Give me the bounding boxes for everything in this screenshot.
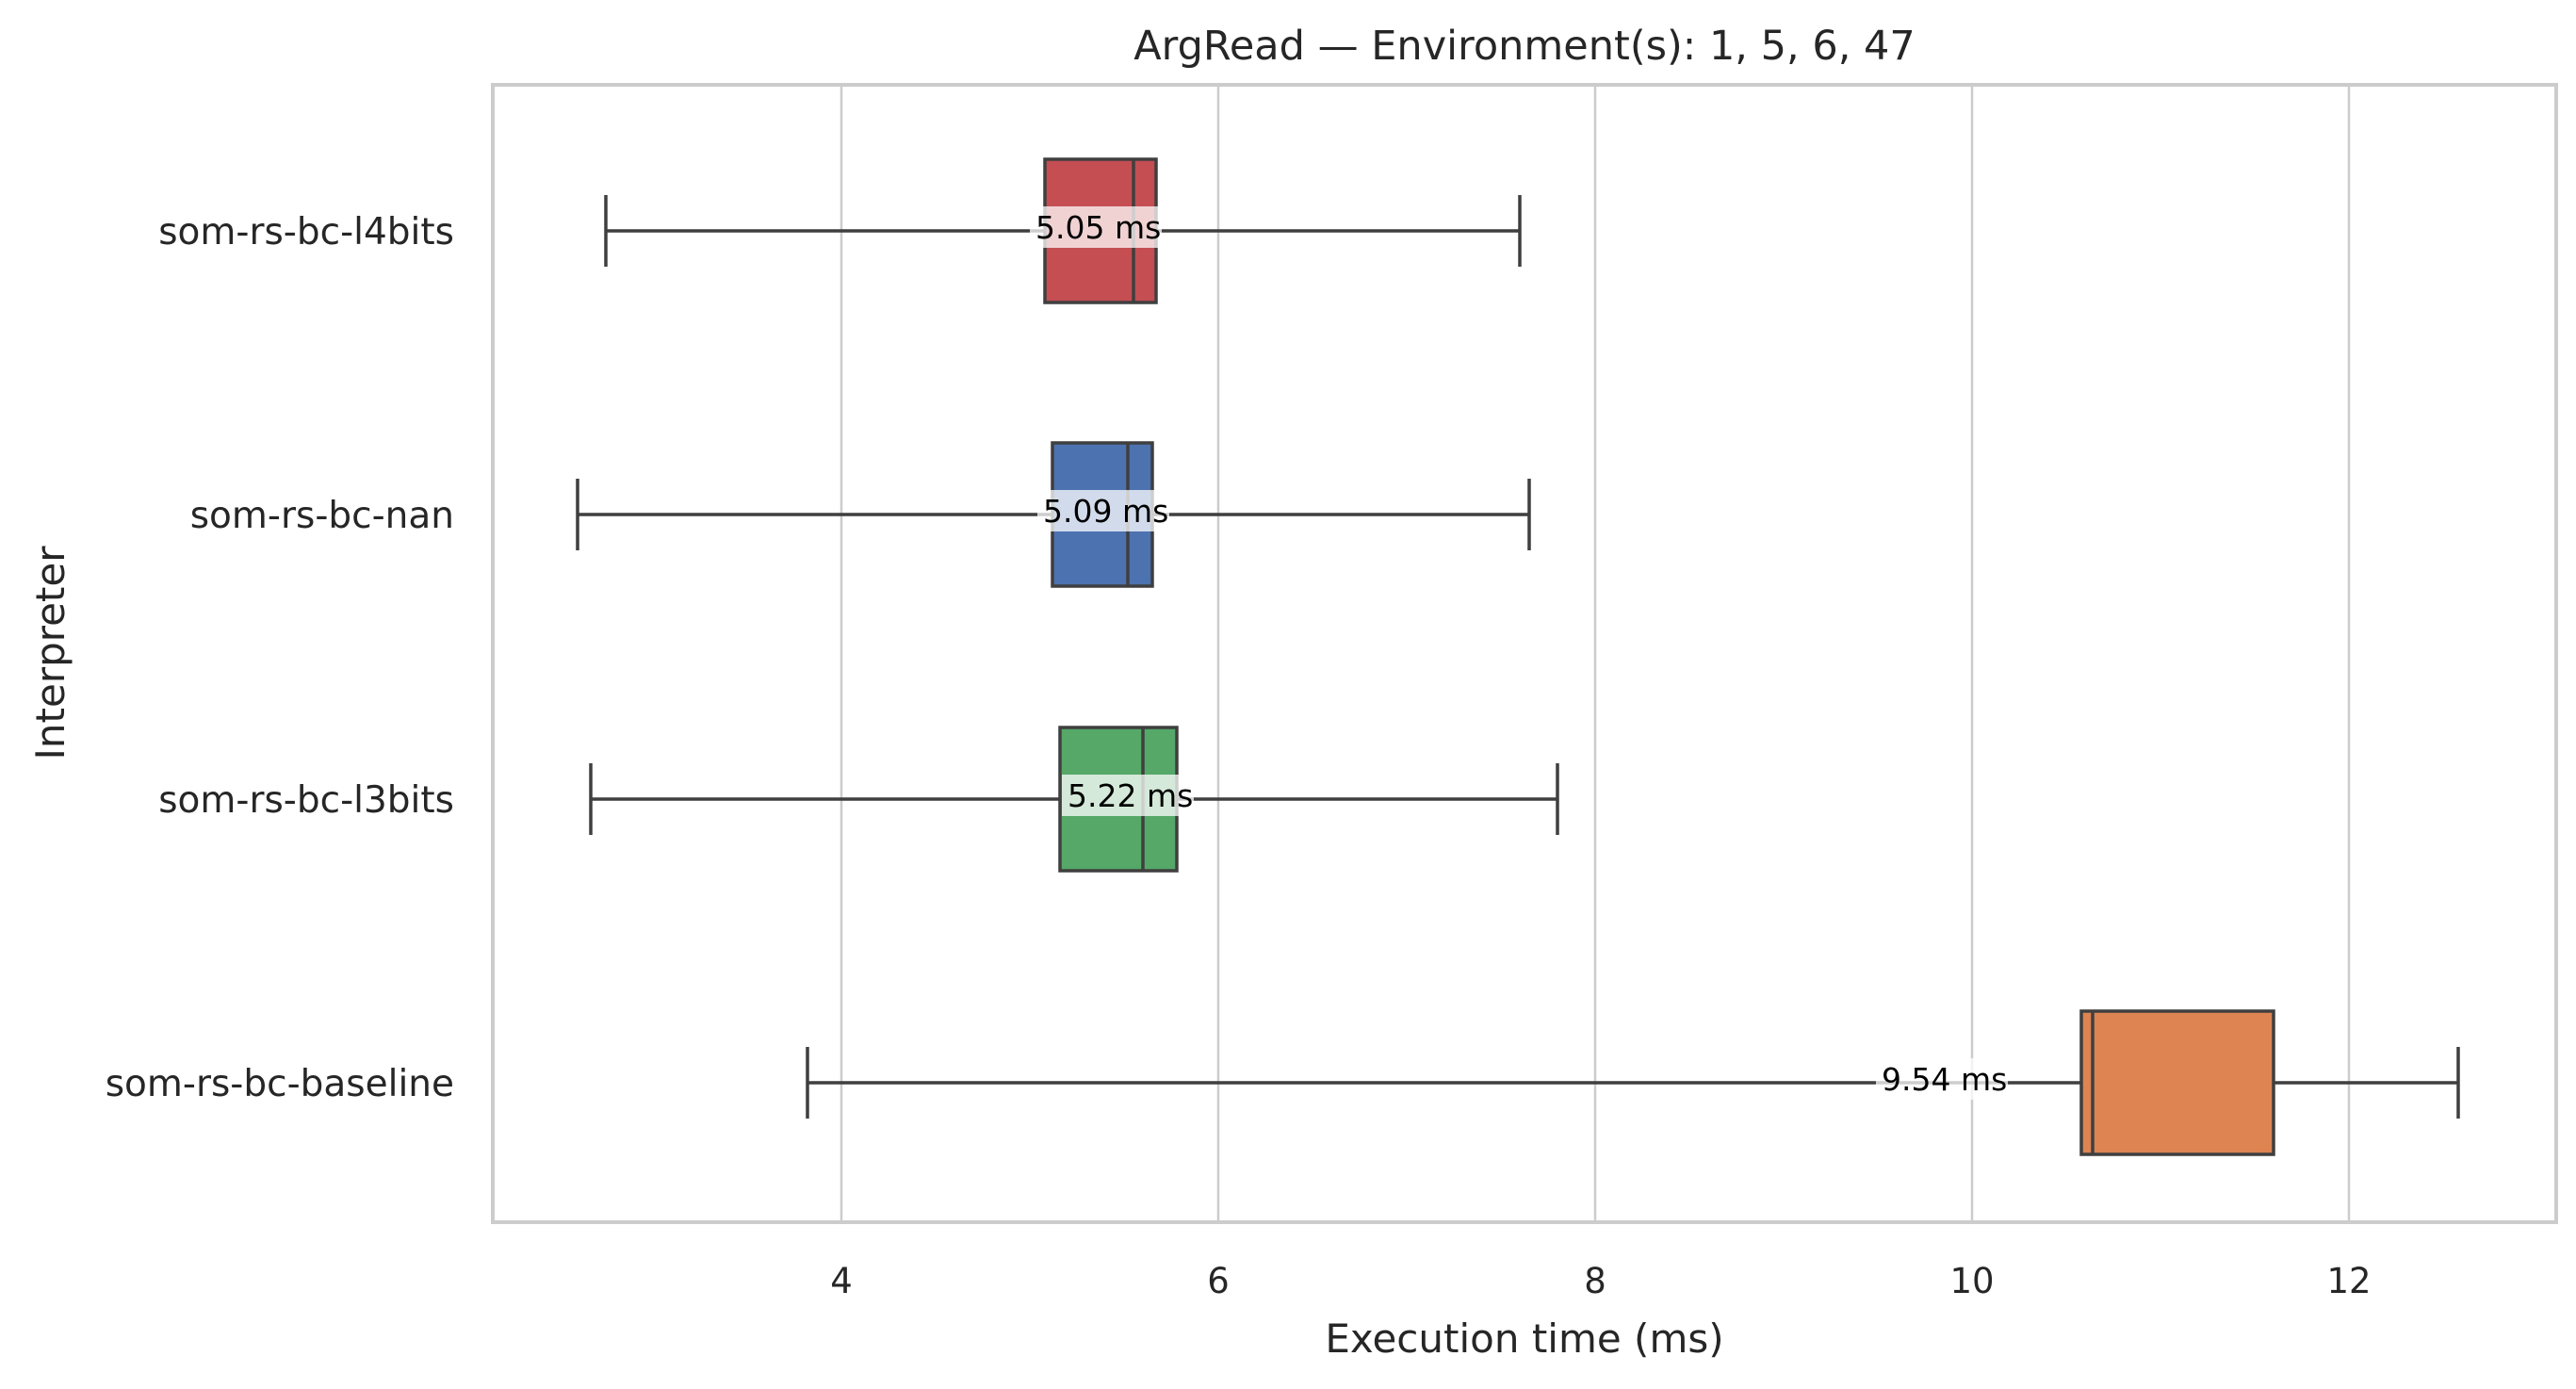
box-plots: 5.05 ms 5.09 ms 5.22 ms 9.54 ms <box>578 159 2458 1154</box>
value-label: 9.54 ms <box>1882 1061 2007 1098</box>
category-label: som-rs-bc-baseline <box>106 1063 454 1105</box>
box-plot-som-rs-bc-l3bits: 5.22 ms <box>591 727 1557 871</box>
box-plot-som-rs-bc-baseline: 9.54 ms <box>807 1011 2458 1154</box>
value-label: 5.09 ms <box>1043 493 1168 530</box>
category-label: som-rs-bc-l4bits <box>158 211 454 253</box>
x-tick-label: 10 <box>1949 1261 1994 1301</box>
y-category-labels: som-rs-bc-l4bits som-rs-bc-nan som-rs-bc-l… <box>106 211 454 1105</box>
x-tick-labels: 4 6 8 10 12 <box>830 1261 2371 1301</box>
x-tick-label: 12 <box>2326 1261 2371 1301</box>
x-axis-label: Execution time (ms) <box>1325 1315 1723 1362</box>
x-tick-label: 6 <box>1207 1261 1230 1301</box>
value-label: 5.05 ms <box>1035 209 1161 246</box>
x-tick-label: 4 <box>830 1261 853 1301</box>
box-plot-som-rs-bc-nan: 5.09 ms <box>578 443 1529 586</box>
value-label: 5.22 ms <box>1068 777 1193 814</box>
box-plot-som-rs-bc-l4bits: 5.05 ms <box>606 159 1520 302</box>
category-label: som-rs-bc-nan <box>190 495 454 537</box>
y-axis-label: Interpreter <box>27 546 73 760</box>
chart-title: ArgRead — Environment(s): 1, 5, 6, 47 <box>1133 23 1916 70</box>
x-tick-label: 8 <box>1584 1261 1606 1301</box>
iqr-box <box>2081 1011 2274 1154</box>
category-label: som-rs-bc-l3bits <box>158 779 454 822</box>
